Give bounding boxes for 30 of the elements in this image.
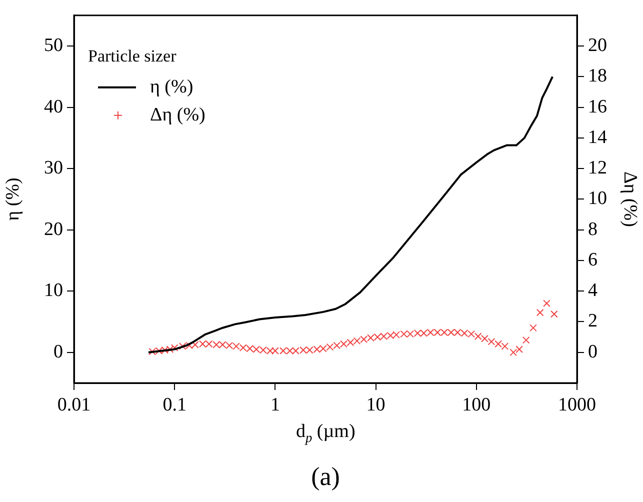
legend-label: Δη (%) (150, 104, 206, 126)
y2-tick-label: 6 (588, 249, 598, 270)
y-tick-label: 20 (44, 218, 63, 240)
y2-tick-label: 0 (588, 341, 598, 362)
x-tick-label: 0.1 (162, 394, 186, 416)
y2-tick-label: 14 (588, 126, 608, 148)
x-tick-label: 1 (270, 394, 280, 416)
y-tick-label: 0 (54, 341, 63, 362)
y2-tick-label: 16 (588, 96, 607, 118)
y-axis-title: η (%) (2, 178, 24, 221)
annotation: Particle sizer (88, 46, 177, 66)
y-tick-label: 10 (44, 280, 63, 302)
x-tick-label: 100 (462, 394, 491, 416)
y2-tick-label: 20 (588, 35, 607, 56)
x-tick-label: 1000 (558, 394, 596, 416)
x-axis-title: d$_{p}$ (µm) (296, 421, 356, 446)
y-tick-label: 30 (44, 158, 63, 179)
y2-tick-label: 2 (588, 310, 598, 332)
y2-tick-label: 4 (588, 280, 598, 302)
legend-label: η (%) (150, 76, 194, 98)
y-tick-label: 50 (44, 35, 63, 56)
y-tick-label: 40 (44, 96, 63, 118)
y2-tick-label: 10 (588, 188, 607, 210)
y2-tick-label: 8 (588, 218, 598, 240)
y2-tick-label: 18 (588, 66, 607, 87)
x-tick-label: 10 (366, 394, 386, 416)
y2-axis-title: Δη (%) (620, 172, 641, 227)
x-tick-label: 0.01 (57, 394, 91, 416)
y2-tick-label: 12 (588, 158, 607, 179)
text: (a) (311, 462, 340, 491)
